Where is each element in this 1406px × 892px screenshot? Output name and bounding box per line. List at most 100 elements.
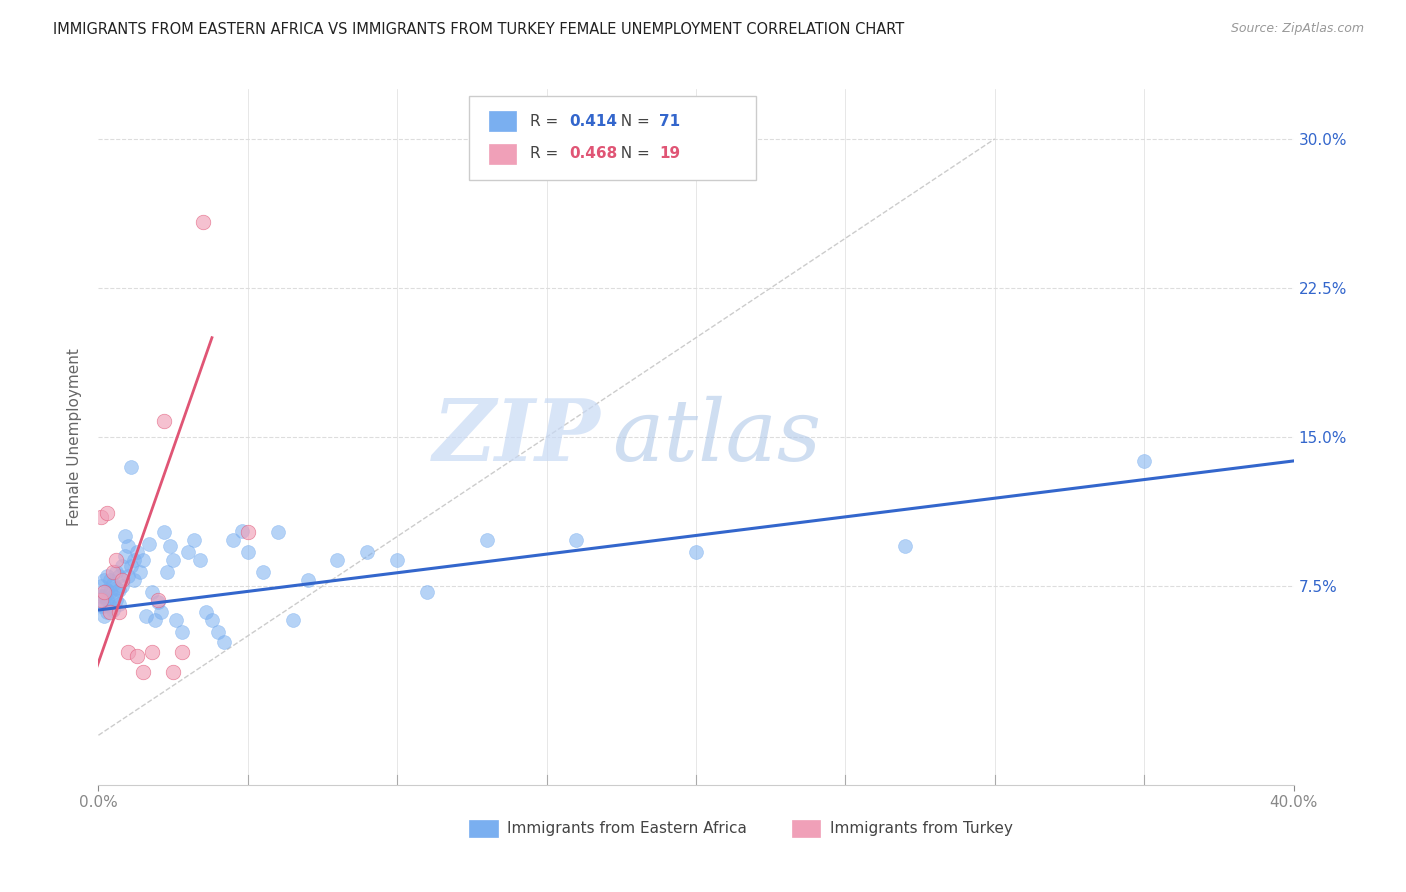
Point	[103, 589, 125, 603]
Point	[98, 585, 122, 599]
Point	[103, 603, 125, 617]
Point	[156, 566, 179, 580]
Point	[148, 595, 170, 609]
Point	[120, 459, 142, 474]
Point	[191, 215, 214, 229]
Point	[120, 559, 142, 574]
Point	[172, 645, 194, 659]
Point	[138, 537, 160, 551]
Point	[236, 525, 259, 540]
Point	[165, 613, 187, 627]
Point	[148, 593, 170, 607]
Point	[103, 566, 125, 580]
Text: ZIP: ZIP	[433, 395, 600, 479]
Point	[111, 559, 134, 574]
Point	[111, 573, 134, 587]
Point	[894, 540, 917, 554]
Point	[141, 645, 163, 659]
Point	[117, 569, 139, 583]
Point	[93, 599, 115, 613]
Point	[93, 589, 115, 603]
Text: Source: ZipAtlas.com: Source: ZipAtlas.com	[1230, 22, 1364, 36]
Point	[297, 573, 319, 587]
Text: R =: R =	[530, 113, 562, 128]
Point	[96, 605, 118, 619]
Text: atlas: atlas	[613, 396, 821, 478]
Point	[267, 525, 290, 540]
Bar	[489, 112, 516, 131]
Point	[108, 583, 131, 598]
Point	[281, 613, 304, 627]
Point	[93, 573, 115, 587]
Point	[162, 553, 184, 567]
Point	[141, 585, 163, 599]
Point	[475, 533, 498, 548]
Point	[90, 599, 112, 613]
Point	[143, 613, 166, 627]
Point	[153, 525, 176, 540]
Point	[326, 553, 349, 567]
Point	[222, 533, 245, 548]
Text: 0.468: 0.468	[569, 146, 617, 161]
Bar	[489, 145, 516, 163]
Point	[96, 583, 118, 598]
Text: 0.414: 0.414	[569, 113, 617, 128]
Point	[132, 665, 155, 679]
Point	[207, 624, 229, 639]
Point	[93, 609, 115, 624]
Point	[201, 613, 224, 627]
Point	[132, 553, 155, 567]
Point	[236, 545, 259, 559]
Point	[124, 573, 146, 587]
Point	[98, 605, 122, 619]
Point	[108, 597, 131, 611]
Point	[685, 545, 707, 559]
Point	[96, 506, 118, 520]
Point	[90, 593, 112, 607]
Point	[162, 665, 184, 679]
Point	[103, 577, 125, 591]
Point	[98, 599, 122, 613]
Text: N =: N =	[612, 146, 655, 161]
Point	[105, 553, 128, 567]
Point	[127, 648, 149, 663]
Text: Immigrants from Eastern Africa: Immigrants from Eastern Africa	[508, 822, 747, 837]
Point	[108, 605, 131, 619]
Text: 19: 19	[659, 146, 681, 161]
Point	[385, 553, 409, 567]
Point	[90, 589, 112, 603]
Text: 71: 71	[659, 113, 681, 128]
Text: R =: R =	[530, 146, 562, 161]
Point	[153, 414, 176, 428]
FancyBboxPatch shape	[470, 96, 756, 179]
Point	[105, 566, 128, 580]
Point	[114, 549, 136, 564]
Point	[96, 569, 118, 583]
Point	[117, 645, 139, 659]
Bar	[792, 820, 820, 837]
Point	[565, 533, 588, 548]
Point	[105, 581, 128, 595]
Point	[159, 540, 181, 554]
Point	[105, 593, 128, 607]
Text: IMMIGRANTS FROM EASTERN AFRICA VS IMMIGRANTS FROM TURKEY FEMALE UNEMPLOYMENT COR: IMMIGRANTS FROM EASTERN AFRICA VS IMMIGR…	[53, 22, 904, 37]
Point	[356, 545, 378, 559]
Point	[108, 569, 131, 583]
Point	[183, 533, 205, 548]
Point	[212, 635, 235, 649]
Point	[195, 605, 218, 619]
Y-axis label: Female Unemployment: Female Unemployment	[67, 348, 83, 526]
Point	[172, 624, 194, 639]
Point	[96, 593, 118, 607]
Point	[150, 605, 173, 619]
Point	[177, 545, 200, 559]
Point	[124, 553, 146, 567]
Point	[93, 585, 115, 599]
Point	[129, 566, 152, 580]
Text: Immigrants from Turkey: Immigrants from Turkey	[830, 822, 1012, 837]
Point	[117, 540, 139, 554]
Point	[1133, 454, 1156, 468]
Point	[231, 524, 253, 538]
Point	[90, 509, 112, 524]
Point	[188, 553, 211, 567]
